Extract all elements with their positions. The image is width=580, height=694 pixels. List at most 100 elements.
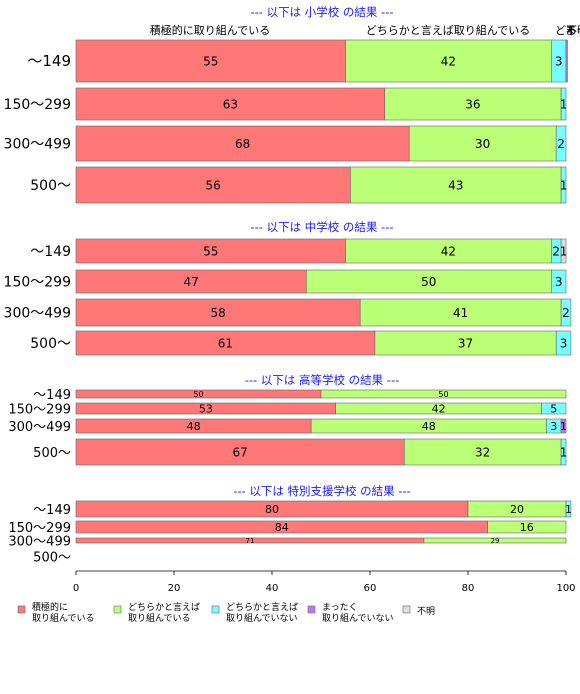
bar-segment <box>403 438 562 466</box>
legend-label: どちらかと言えば <box>226 601 298 613</box>
data-label: 2 <box>552 244 560 258</box>
bar-segment <box>555 125 567 162</box>
data-label: 1 <box>560 97 568 111</box>
bar-segment <box>560 438 567 466</box>
data-label: 68 <box>235 137 250 151</box>
x-tick-label: 60 <box>364 583 377 594</box>
category-label: 〜149 <box>33 503 71 518</box>
bar-segment <box>384 87 562 121</box>
data-label: 36 <box>465 97 480 111</box>
bar-segment <box>75 438 405 466</box>
bar-segment <box>75 39 346 83</box>
data-label: 43 <box>448 178 463 192</box>
data-label: 48 <box>187 420 201 433</box>
bar-segment <box>565 500 572 518</box>
bar-segment <box>345 39 552 83</box>
data-label: 50 <box>421 275 436 289</box>
bar-segment <box>359 298 562 327</box>
category-label: 〜149 <box>27 52 71 70</box>
data-label: 29 <box>490 537 499 545</box>
bar-segment <box>560 87 567 121</box>
legend-label: 取り組んでいる <box>32 612 95 624</box>
legend-label: 積極的に <box>32 601 68 613</box>
data-label: 3 <box>550 420 557 433</box>
category-label: 〜149 <box>33 388 71 403</box>
bar-segment <box>75 330 376 356</box>
data-label: 3 <box>560 336 568 350</box>
bar-segment <box>374 330 557 356</box>
data-label: 1 <box>560 244 568 258</box>
panel-title: --- 以下は 特別支援学校 の結果 --- <box>233 484 411 498</box>
legend-label: まったく <box>322 602 358 613</box>
data-label: 56 <box>206 178 221 192</box>
x-tick-label: 0 <box>73 583 79 594</box>
data-label: 37 <box>458 336 473 350</box>
data-label: 55 <box>203 244 218 258</box>
data-label: 3 <box>555 54 563 68</box>
x-tick-label: 100 <box>556 583 575 594</box>
data-label: 55 <box>203 54 218 68</box>
category-label: 150〜299 <box>4 275 71 291</box>
legend-swatch <box>307 605 316 614</box>
header-label: 不明 <box>566 24 580 37</box>
bar-segment <box>560 166 567 204</box>
data-label: 42 <box>441 244 456 258</box>
x-tick-label: 80 <box>462 583 475 594</box>
bar-segment <box>75 166 351 204</box>
legend-swatch <box>17 605 26 614</box>
category-label: 300〜499 <box>8 420 71 435</box>
panel-title: --- 以下は 中学校 の結果 --- <box>250 220 393 234</box>
x-tick-label: 40 <box>266 583 279 594</box>
bar-segment <box>541 402 567 415</box>
header-label: どち <box>555 24 577 37</box>
bar-segment <box>75 125 410 162</box>
x-tick-label: 20 <box>168 583 181 594</box>
header-label: どちらかと言えば取り組んでいる <box>366 24 530 37</box>
legend-label: 不明 <box>417 606 435 617</box>
data-label: 32 <box>475 445 490 459</box>
bar-segment <box>560 238 567 264</box>
data-label: 53 <box>199 402 213 415</box>
bar-segment <box>555 330 572 356</box>
header-label: まっ <box>565 24 580 37</box>
category-label: 300〜499 <box>4 137 71 153</box>
data-label: 2 <box>557 137 565 151</box>
data-label: 71 <box>245 537 254 545</box>
data-label: 48 <box>422 420 436 433</box>
data-label: 61 <box>218 336 233 350</box>
data-label: 42 <box>441 54 456 68</box>
category-label: 500〜 <box>30 336 71 352</box>
category-label: 500〜 <box>30 178 71 194</box>
data-label: 30 <box>475 137 490 151</box>
bar-segment <box>75 238 346 264</box>
category-label: 〜149 <box>30 244 71 260</box>
bar-segment <box>350 166 562 204</box>
data-label: 1 <box>565 503 572 516</box>
bar-segment <box>550 269 567 294</box>
category-label: 500〜 <box>33 446 71 461</box>
category-label: 150〜299 <box>4 97 71 113</box>
bar-segment <box>560 418 567 434</box>
legend-label: 取り組んでいない <box>322 612 394 624</box>
data-label: 1 <box>560 178 568 192</box>
data-label: 58 <box>210 306 225 320</box>
data-label: 5 <box>550 402 557 415</box>
data-label: 41 <box>453 306 468 320</box>
data-label: 1 <box>560 445 568 459</box>
legend-label: 取り組んでいる <box>128 612 191 624</box>
data-label: 2 <box>562 306 570 320</box>
category-label: 150〜299 <box>8 521 71 536</box>
data-label: 16 <box>520 521 534 534</box>
category-label: 300〜499 <box>4 306 71 322</box>
panel-title: --- 以下は 小学校 の結果 --- <box>250 5 393 19</box>
bar-segment <box>320 389 567 399</box>
legend-swatch <box>211 605 220 614</box>
data-label: 20 <box>510 503 524 516</box>
data-label: 80 <box>265 503 279 516</box>
category-label: 150〜299 <box>8 403 71 418</box>
bar-segment <box>565 39 568 83</box>
category-label: 300〜499 <box>8 535 71 550</box>
header-label: 積極的に取り組んでいる <box>150 23 270 37</box>
bar-segment <box>75 87 386 121</box>
